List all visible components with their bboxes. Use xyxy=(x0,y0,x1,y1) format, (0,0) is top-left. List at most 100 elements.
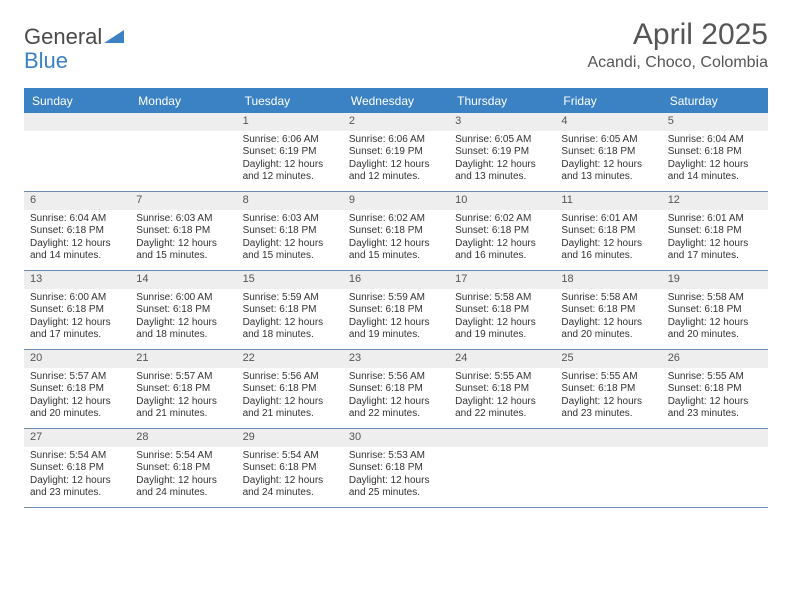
week-row: 1Sunrise: 6:06 AMSunset: 6:19 PMDaylight… xyxy=(24,113,768,192)
sunset-line: Sunset: 6:18 PM xyxy=(243,462,337,475)
day-body: Sunrise: 5:54 AMSunset: 6:18 PMDaylight:… xyxy=(24,447,130,504)
daylight-line: Daylight: 12 hours and 14 minutes. xyxy=(30,238,124,263)
day-cell: 28 Sunrise: 5:54 AMSunset: 6:18 PMDayligh… xyxy=(130,429,236,507)
sunrise-line: Sunrise: 5:55 AM xyxy=(561,371,655,384)
day-body: Sunrise: 5:55 AMSunset: 6:18 PMDaylight:… xyxy=(662,368,768,425)
day-cell: 10Sunrise: 6:02 AMSunset: 6:18 PMDayligh… xyxy=(449,192,555,270)
day-number: 25 xyxy=(555,350,661,368)
daylight-line: Daylight: 12 hours and 17 minutes. xyxy=(668,238,762,263)
daylight-line: Daylight: 12 hours and 12 minutes. xyxy=(243,159,337,184)
sunset-line: Sunset: 6:18 PM xyxy=(561,383,655,396)
sunrise-line: Sunrise: 5:55 AM xyxy=(455,371,549,384)
day-cell xyxy=(130,113,236,191)
sunset-line: Sunset: 6:18 PM xyxy=(561,304,655,317)
day-cell: 29Sunrise: 5:54 AMSunset: 6:18 PMDayligh… xyxy=(237,429,343,507)
day-body: Sunrise: 6:00 AMSunset: 6:18 PMDaylight:… xyxy=(130,289,236,346)
day-body: Sunrise: 6:01 AMSunset: 6:18 PMDaylight:… xyxy=(555,210,661,267)
week-row: 6Sunrise: 6:04 AMSunset: 6:18 PMDaylight… xyxy=(24,192,768,271)
daylight-line: Daylight: 12 hours and 20 minutes. xyxy=(668,317,762,342)
sunrise-line: Sunrise: 5:58 AM xyxy=(561,292,655,305)
sunrise-line: Sunrise: 5:55 AM xyxy=(668,371,762,384)
day-header: Saturday xyxy=(662,90,768,113)
day-cell: 9Sunrise: 6:02 AMSunset: 6:18 PMDaylight… xyxy=(343,192,449,270)
day-body: Sunrise: 5:56 AMSunset: 6:18 PMDaylight:… xyxy=(237,368,343,425)
day-number xyxy=(449,429,555,447)
day-cell: 5Sunrise: 6:04 AMSunset: 6:18 PMDaylight… xyxy=(662,113,768,191)
day-body: Sunrise: 6:02 AMSunset: 6:18 PMDaylight:… xyxy=(343,210,449,267)
sunrise-line: Sunrise: 5:54 AM xyxy=(30,450,124,463)
day-number: 10 xyxy=(449,192,555,210)
day-body: Sunrise: 6:06 AMSunset: 6:19 PMDaylight:… xyxy=(237,131,343,188)
sunrise-line: Sunrise: 5:54 AM xyxy=(136,450,230,463)
day-body: Sunrise: 5:55 AMSunset: 6:18 PMDaylight:… xyxy=(449,368,555,425)
page: General April 2025 Acandi, Choco, Colomb… xyxy=(0,0,792,528)
sunset-line: Sunset: 6:18 PM xyxy=(561,146,655,159)
day-body: Sunrise: 5:57 AMSunset: 6:18 PMDaylight:… xyxy=(130,368,236,425)
day-cell: 6Sunrise: 6:04 AMSunset: 6:18 PMDaylight… xyxy=(24,192,130,270)
day-body: Sunrise: 6:01 AMSunset: 6:18 PMDaylight:… xyxy=(662,210,768,267)
day-cell: 3Sunrise: 6:05 AMSunset: 6:19 PMDaylight… xyxy=(449,113,555,191)
day-cell: 23Sunrise: 5:56 AMSunset: 6:18 PMDayligh… xyxy=(343,350,449,428)
sunrise-line: Sunrise: 6:05 AM xyxy=(455,134,549,147)
day-cell: 13Sunrise: 6:00 AMSunset: 6:18 PMDayligh… xyxy=(24,271,130,349)
sunset-line: Sunset: 6:18 PM xyxy=(136,462,230,475)
day-cell: 2Sunrise: 6:06 AMSunset: 6:19 PMDaylight… xyxy=(343,113,449,191)
sunset-line: Sunset: 6:18 PM xyxy=(30,304,124,317)
day-body: Sunrise: 5:58 AMSunset: 6:18 PMDaylight:… xyxy=(662,289,768,346)
sunset-line: Sunset: 6:18 PM xyxy=(455,225,549,238)
day-number: 14 xyxy=(130,271,236,289)
week-row: 13Sunrise: 6:00 AMSunset: 6:18 PMDayligh… xyxy=(24,271,768,350)
sunset-line: Sunset: 6:18 PM xyxy=(668,146,762,159)
brand-word-1: General xyxy=(24,24,102,50)
sunrise-line: Sunrise: 6:04 AM xyxy=(668,134,762,147)
day-cell xyxy=(449,429,555,507)
sunset-line: Sunset: 6:18 PM xyxy=(668,383,762,396)
sunrise-line: Sunrise: 5:58 AM xyxy=(455,292,549,305)
day-body: Sunrise: 6:05 AMSunset: 6:18 PMDaylight:… xyxy=(555,131,661,188)
day-body: Sunrise: 5:59 AMSunset: 6:18 PMDaylight:… xyxy=(237,289,343,346)
sunrise-line: Sunrise: 6:06 AM xyxy=(243,134,337,147)
daylight-line: Daylight: 12 hours and 23 minutes. xyxy=(668,396,762,421)
day-number: 7 xyxy=(130,192,236,210)
day-cell: 27Sunrise: 5:54 AMSunset: 6:18 PMDayligh… xyxy=(24,429,130,507)
brand-logo: General xyxy=(24,18,124,50)
daylight-line: Daylight: 12 hours and 23 minutes. xyxy=(30,475,124,500)
day-cell: 16Sunrise: 5:59 AMSunset: 6:18 PMDayligh… xyxy=(343,271,449,349)
sunset-line: Sunset: 6:18 PM xyxy=(455,304,549,317)
sunrise-line: Sunrise: 6:00 AM xyxy=(30,292,124,305)
day-header: Thursday xyxy=(449,90,555,113)
day-number: 28 xyxy=(130,429,236,447)
day-cell: 18Sunrise: 5:58 AMSunset: 6:18 PMDayligh… xyxy=(555,271,661,349)
day-number: 30 xyxy=(343,429,449,447)
sunset-line: Sunset: 6:18 PM xyxy=(561,225,655,238)
sunset-line: Sunset: 6:18 PM xyxy=(243,304,337,317)
day-number: 8 xyxy=(237,192,343,210)
day-header: Sunday xyxy=(24,90,130,113)
daylight-line: Daylight: 12 hours and 25 minutes. xyxy=(349,475,443,500)
day-body: Sunrise: 6:03 AMSunset: 6:18 PMDaylight:… xyxy=(237,210,343,267)
day-number xyxy=(662,429,768,447)
daylight-line: Daylight: 12 hours and 18 minutes. xyxy=(136,317,230,342)
daylight-line: Daylight: 12 hours and 24 minutes. xyxy=(136,475,230,500)
sunset-line: Sunset: 6:18 PM xyxy=(349,225,443,238)
day-number xyxy=(555,429,661,447)
sunrise-line: Sunrise: 6:02 AM xyxy=(349,213,443,226)
sunrise-line: Sunrise: 6:04 AM xyxy=(30,213,124,226)
day-number: 19 xyxy=(662,271,768,289)
daylight-line: Daylight: 12 hours and 21 minutes. xyxy=(243,396,337,421)
day-cell: 7Sunrise: 6:03 AMSunset: 6:18 PMDaylight… xyxy=(130,192,236,270)
day-body: Sunrise: 5:53 AMSunset: 6:18 PMDaylight:… xyxy=(343,447,449,504)
day-number: 20 xyxy=(24,350,130,368)
day-body: Sunrise: 5:56 AMSunset: 6:18 PMDaylight:… xyxy=(343,368,449,425)
sunset-line: Sunset: 6:18 PM xyxy=(136,225,230,238)
day-header-row: Sunday Monday Tuesday Wednesday Thursday… xyxy=(24,90,768,113)
day-number: 5 xyxy=(662,113,768,131)
week-row: 20Sunrise: 5:57 AMSunset: 6:18 PMDayligh… xyxy=(24,350,768,429)
day-cell: 1Sunrise: 6:06 AMSunset: 6:19 PMDaylight… xyxy=(237,113,343,191)
day-number: 17 xyxy=(449,271,555,289)
daylight-line: Daylight: 12 hours and 20 minutes. xyxy=(561,317,655,342)
month-title: April 2025 xyxy=(587,18,768,52)
sunset-line: Sunset: 6:18 PM xyxy=(243,225,337,238)
sunrise-line: Sunrise: 6:03 AM xyxy=(243,213,337,226)
weeks-container: 1Sunrise: 6:06 AMSunset: 6:19 PMDaylight… xyxy=(24,113,768,508)
